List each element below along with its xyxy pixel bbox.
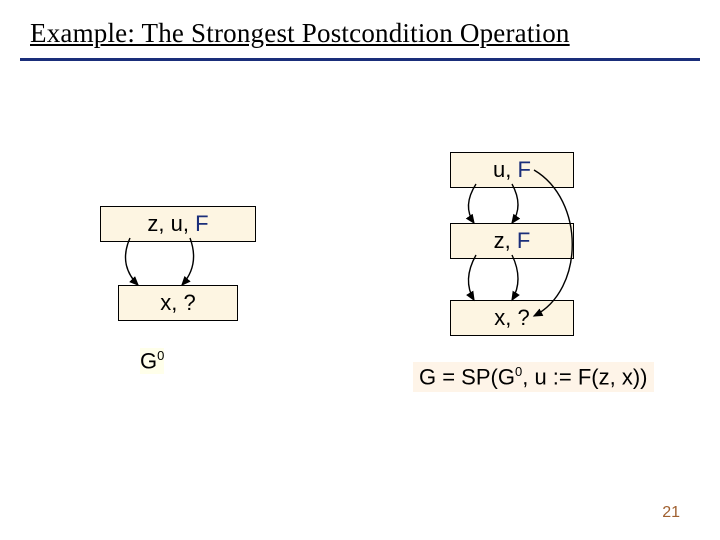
left-g-label-sup: 0: [157, 348, 164, 363]
equation: G = SP(G0, u := F(z, x)): [413, 362, 654, 392]
right-bot-node: x, ?: [450, 300, 574, 336]
left-g-label: G0: [140, 348, 164, 374]
page-number: 21: [662, 504, 680, 522]
left-bot-node: x, ?: [118, 285, 238, 321]
right-top-node: u, F: [450, 152, 574, 188]
equation-post: , u := F(z, x)): [522, 364, 647, 389]
left-top-node-F: F: [195, 211, 208, 236]
right-bot-node-prefix: x,: [494, 305, 517, 330]
right-bot-node-q: ?: [517, 305, 529, 330]
right-top-node-prefix: u,: [493, 157, 517, 182]
equation-pre: G = SP(G: [419, 364, 515, 389]
edges-svg: [0, 0, 720, 540]
left-g-label-text: G: [140, 348, 157, 373]
left-top-node: z, u, F: [100, 206, 256, 242]
right-top-node-F: F: [518, 157, 531, 182]
title-underline-rule: [20, 58, 700, 61]
left-bot-node-q: ?: [183, 290, 195, 315]
right-mid-node: z, F: [450, 223, 574, 259]
right-mid-node-F: F: [517, 228, 530, 253]
left-bot-node-prefix: x,: [160, 290, 183, 315]
left-top-node-prefix: z, u,: [147, 211, 195, 236]
right-mid-node-prefix: z,: [494, 228, 517, 253]
slide-title: Example: The Strongest Postcondition Ope…: [30, 18, 570, 49]
slide: Example: The Strongest Postcondition Ope…: [0, 0, 720, 540]
